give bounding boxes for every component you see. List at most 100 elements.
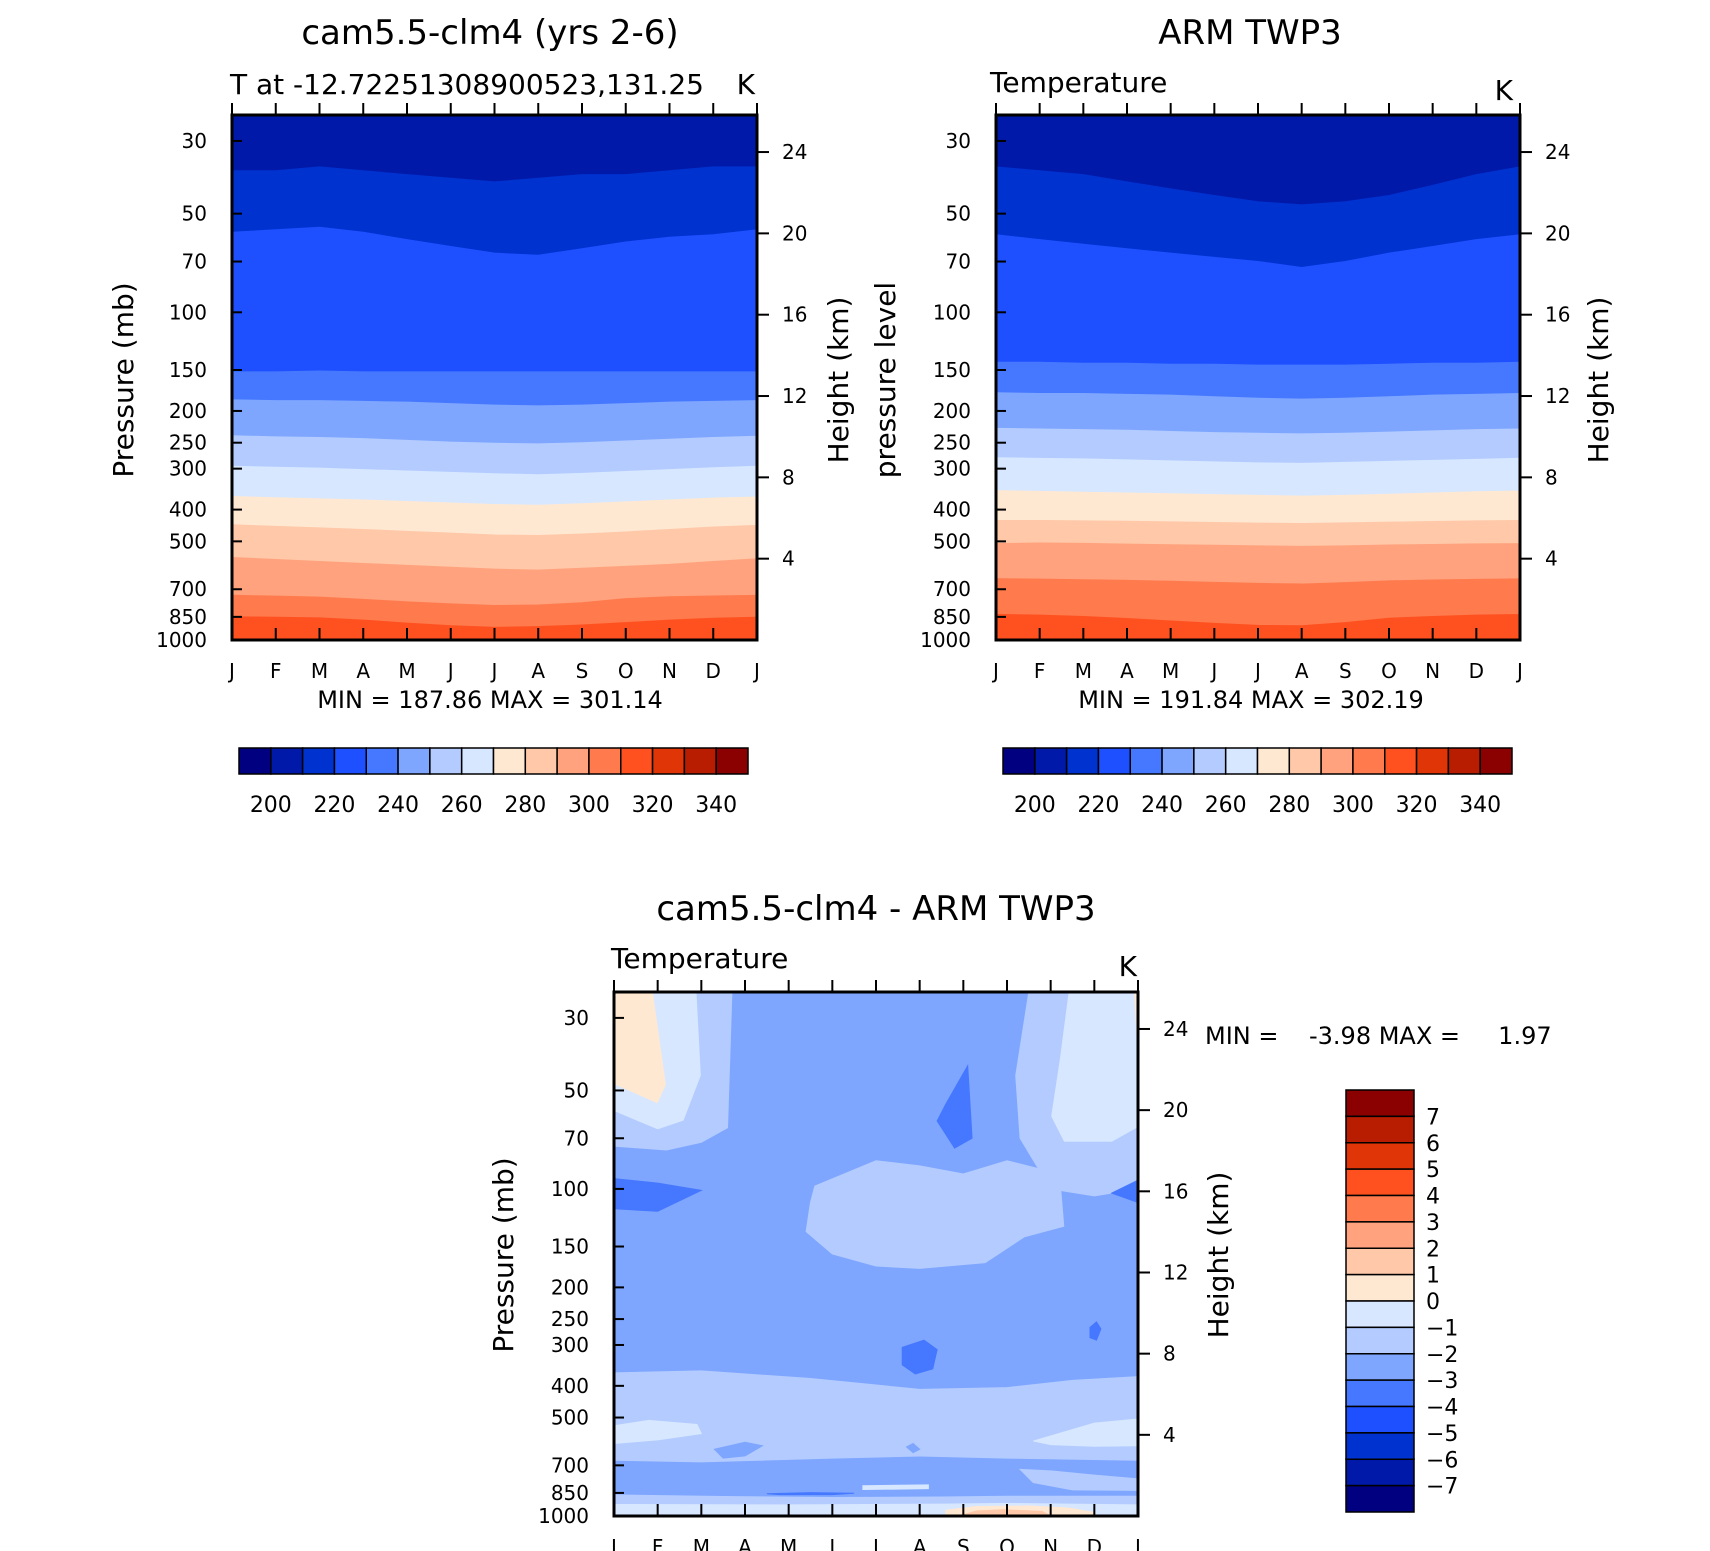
model-ytick-label: 500 <box>169 529 207 553</box>
model-ytick-label: 70 <box>182 250 207 274</box>
diff-htick-label: 4 <box>1163 1423 1176 1447</box>
model-ytick-label: 100 <box>169 300 207 324</box>
diff-ytick-label: 100 <box>551 1177 589 1201</box>
model-colorbar-label: 220 <box>313 793 355 818</box>
obs-colorbar-swatch <box>1447 747 1481 775</box>
obs-colorbar-swatch <box>1256 747 1291 775</box>
contour-band-255 <box>995 457 1521 497</box>
obs-colorbar-swatch <box>1161 747 1195 775</box>
obs-colorbar-label: 240 <box>1141 793 1183 818</box>
panel-model-title: cam5.5-clm4 (yrs 2-6) <box>301 13 678 53</box>
diff-month-label: J <box>1133 1535 1141 1551</box>
contour-band-235 <box>995 392 1521 435</box>
diff-region <box>1089 1321 1102 1341</box>
obs-colorbar-swatch <box>1193 747 1227 775</box>
obs-htick-label: 4 <box>1545 547 1558 571</box>
obs-month-label: A <box>1120 659 1134 683</box>
diff-ytick-label: 500 <box>551 1406 589 1430</box>
contour-band-275 <box>995 520 1521 547</box>
panel-model-colorbar: 200 220 240 260 280 300 320 340 <box>238 747 749 818</box>
obs-month-label: M <box>1075 659 1092 683</box>
model-month-label: S <box>576 659 589 683</box>
model-month-label: M <box>398 659 415 683</box>
model-colorbar-swatch <box>270 747 304 775</box>
diff-ytick-label: 700 <box>551 1453 589 1477</box>
obs-ytick-label: 850 <box>933 605 971 629</box>
panel-diff-ylabel: Pressure (mb) <box>487 1157 520 1352</box>
model-ytick-label: 850 <box>169 605 207 629</box>
diff-ytick-label: 50 <box>564 1078 589 1102</box>
diff-month-label: J <box>609 1535 617 1551</box>
diff-month-label: N <box>1043 1535 1058 1551</box>
diff-region <box>614 992 733 1151</box>
obs-colorbar-swatch <box>1065 747 1100 775</box>
diff-colorbar-swatch <box>1345 1484 1415 1513</box>
diff-ytick-label: 300 <box>551 1333 589 1357</box>
model-ytick-label: 150 <box>169 358 207 382</box>
panel-obs-ylabel-right: Height (km) <box>1582 297 1615 464</box>
diff-region <box>901 1339 938 1375</box>
panel-obs-units: K <box>1495 74 1514 107</box>
model-month-label: J <box>490 659 498 683</box>
model-colorbar-label: 280 <box>504 793 546 818</box>
panel-model-ylabel: Pressure (mb) <box>107 282 140 477</box>
diff-colorbar-label: −7 <box>1426 1475 1458 1500</box>
diff-ytick-label: 150 <box>551 1235 589 1259</box>
diff-month-label: O <box>999 1535 1015 1551</box>
model-month-label: D <box>706 659 721 683</box>
obs-colorbar-swatch <box>1034 747 1068 775</box>
obs-htick-label: 12 <box>1545 384 1570 408</box>
obs-month-label: J <box>991 659 999 683</box>
obs-colorbar-swatch <box>1352 747 1386 775</box>
diff-region <box>1110 1179 1138 1203</box>
model-colorbar-label: 260 <box>441 793 483 818</box>
obs-month-label: F <box>1034 659 1046 683</box>
diff-month-label: A <box>913 1535 927 1551</box>
obs-htick-label: 16 <box>1545 303 1570 327</box>
model-ytick-label: 700 <box>169 577 207 601</box>
diff-ytick-label: 200 <box>551 1275 589 1299</box>
obs-colorbar-swatch <box>1384 747 1418 775</box>
model-htick-label: 4 <box>782 547 795 571</box>
panel-diff: cam5.5-clm4 - ARM TWP3 Temperature K 305… <box>487 889 1552 1551</box>
diff-colorbar-swatch <box>1345 1432 1415 1460</box>
obs-month-label: O <box>1381 659 1397 683</box>
diff-region <box>766 1492 855 1496</box>
model-colorbar-label: 200 <box>250 793 292 818</box>
obs-month-label: D <box>1469 659 1484 683</box>
model-month-label: J <box>752 659 760 683</box>
model-frame <box>230 113 759 642</box>
obs-htick-label: 20 <box>1545 221 1570 245</box>
obs-frame <box>994 113 1522 642</box>
diff-colorbar-label: −2 <box>1426 1343 1458 1368</box>
panel-obs-subtitle: Temperature <box>989 66 1167 99</box>
diff-region <box>905 1442 921 1454</box>
model-htick-label: 24 <box>782 140 807 164</box>
model-colorbar-swatch <box>333 747 367 775</box>
obs-colorbar-swatch <box>1097 747 1131 775</box>
model-month-label: J <box>227 659 235 683</box>
obs-colorbar-label: 300 <box>1332 793 1374 818</box>
diff-ytick-label: 30 <box>564 1006 589 1030</box>
diff-colorbar-label: 0 <box>1426 1290 1440 1315</box>
diff-colorbar-label: 2 <box>1426 1237 1440 1262</box>
model-colorbar-swatch <box>683 747 717 775</box>
diff-region <box>1018 1468 1138 1491</box>
panel-diff-minmax: MIN = -3.98 MAX = 1.97 <box>1205 1022 1552 1050</box>
model-colorbar-swatch <box>524 747 558 775</box>
model-ytick-label: 50 <box>182 202 207 226</box>
obs-ytick-label: 700 <box>933 577 971 601</box>
obs-colorbar-swatch <box>1224 747 1259 775</box>
obs-ytick-label: 100 <box>933 300 971 324</box>
model-month-label: M <box>311 659 328 683</box>
obs-month-label: A <box>1295 659 1309 683</box>
obs-ytick-label: 150 <box>933 358 971 382</box>
model-colorbar-swatch <box>556 747 590 775</box>
diff-colorbar-swatch <box>1345 1273 1415 1302</box>
obs-ytick-label: 200 <box>933 399 971 423</box>
obs-ytick-label: 400 <box>933 498 971 522</box>
diff-htick-label: 8 <box>1163 1342 1176 1366</box>
obs-colorbar-swatch <box>1415 747 1450 775</box>
diff-colorbar-label: −1 <box>1426 1316 1458 1341</box>
